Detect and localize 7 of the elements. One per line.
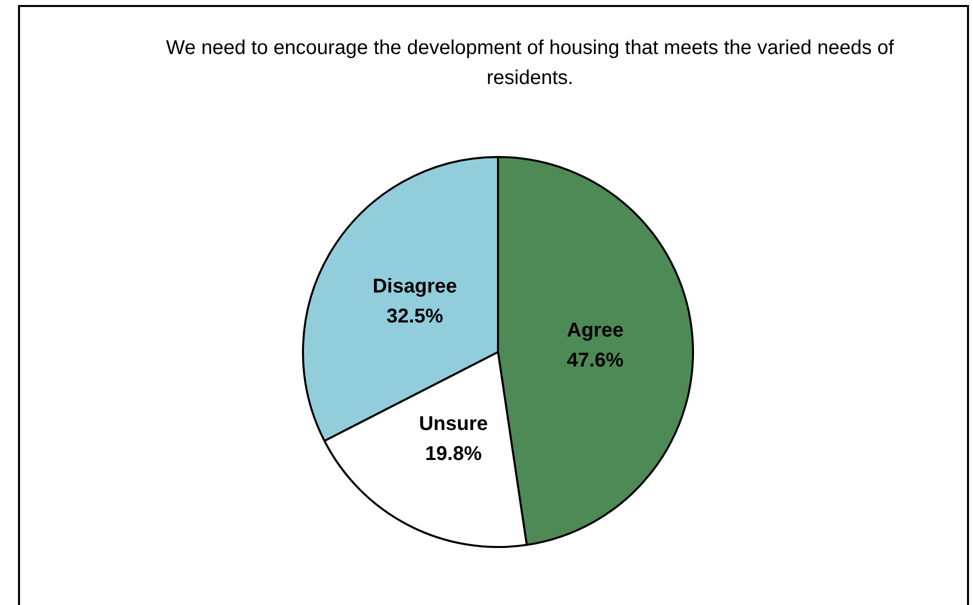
slice-label: Agree <box>566 319 624 342</box>
slice-label: Unsure <box>418 413 488 436</box>
slice-label: Disagree <box>372 276 458 298</box>
data-label: 47.6% <box>566 349 624 372</box>
chart-title: We need to encourage the development of housing that meets the varied needs of residents. <box>165 36 895 91</box>
data-label: 19.8% <box>425 443 482 466</box>
data-label: 32.5% <box>386 306 444 328</box>
